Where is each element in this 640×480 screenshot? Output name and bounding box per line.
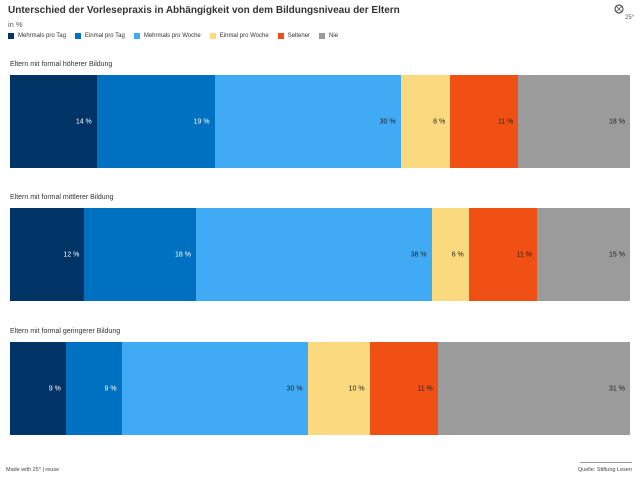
- legend-swatch: [277, 33, 284, 39]
- bar-segment[interactable]: 9 %: [65, 342, 122, 435]
- legend-swatch: [209, 33, 216, 39]
- data-label: 11 %: [497, 118, 514, 125]
- legend-label: Einmal pro Tag: [84, 33, 125, 39]
- bar-segment[interactable]: 19 %: [96, 75, 215, 168]
- legend-label: Mehrmals pro Tag: [18, 33, 66, 39]
- data-label: 15 %: [608, 251, 625, 258]
- data-label: 10 %: [348, 385, 365, 392]
- bar-segment[interactable]: 11 %: [468, 208, 537, 301]
- brand-logo-text: 25°: [625, 15, 635, 21]
- group-label: Eltern mit formal geringerer Bildung: [10, 328, 121, 335]
- footer-credit[interactable]: Made with 25° | reuse: [6, 467, 60, 473]
- group-label: Eltern mit formal mittlerer Bildung: [10, 194, 114, 201]
- bar-segment[interactable]: 14 %: [10, 75, 97, 168]
- footer-source: Quelle: Stiftung Lesen: [577, 467, 632, 473]
- legend-item[interactable]: Einmal pro Tag: [74, 33, 125, 39]
- bar-segment[interactable]: 18 %: [84, 208, 196, 301]
- bar-segment[interactable]: 31 %: [437, 342, 630, 435]
- legend-item[interactable]: Mehrmals pro Tag: [8, 33, 66, 39]
- bar-segment[interactable]: 11 %: [369, 342, 438, 435]
- bar-segment[interactable]: 38 %: [195, 208, 432, 301]
- legend-item[interactable]: Einmal pro Woche: [209, 33, 269, 39]
- legend-swatch: [319, 33, 326, 39]
- bar-segment[interactable]: 30 %: [214, 75, 401, 168]
- data-label: 9 %: [104, 385, 117, 392]
- data-label: 9 %: [48, 385, 61, 392]
- stacked-bar: 12 % 18 % 38 % 6 % 11 % 15 %: [10, 208, 630, 301]
- group-label: Eltern mit formal höherer Bildung: [10, 61, 113, 68]
- bar-segment[interactable]: 8 %: [400, 75, 451, 168]
- bar-segment[interactable]: 9 %: [10, 342, 66, 435]
- data-label: 6 %: [451, 251, 464, 258]
- bar-segment[interactable]: 15 %: [536, 208, 630, 301]
- data-label: 19 %: [193, 118, 210, 125]
- legend-item[interactable]: Nie: [319, 33, 338, 39]
- data-label: 18 %: [609, 118, 625, 125]
- data-label: 30 %: [286, 385, 303, 392]
- data-label: 38 %: [410, 251, 427, 258]
- legend-label: Seltener: [287, 33, 311, 39]
- bar-segment[interactable]: 30 %: [121, 342, 308, 435]
- legend-item[interactable]: Seltener: [277, 33, 311, 39]
- data-label: 14 %: [75, 118, 92, 125]
- bar-segment[interactable]: 18 %: [518, 75, 630, 168]
- data-label: 31 %: [609, 385, 625, 392]
- legend-label: Einmal pro Woche: [219, 33, 269, 39]
- stacked-bar: 14 % 19 % 30 % 8 % 11 % 18 %: [10, 75, 630, 168]
- data-label: 11 %: [516, 251, 532, 258]
- brand-logo-icon: 25°: [614, 4, 635, 21]
- footer-divider: [580, 462, 632, 463]
- chart-title: Unterschied der Vorlesepraxis in Abhängi…: [8, 5, 400, 16]
- bar-segment[interactable]: 6 %: [431, 208, 469, 301]
- legend-swatch: [8, 33, 14, 39]
- chart-subtitle: in %: [8, 20, 23, 29]
- bar-segment[interactable]: 10 %: [307, 342, 370, 435]
- data-label: 18 %: [175, 251, 191, 258]
- legend-swatch: [133, 33, 140, 39]
- data-label: 11 %: [417, 385, 433, 392]
- data-label: 8 %: [433, 118, 446, 125]
- data-label: 12 %: [63, 251, 80, 258]
- legend-item[interactable]: Mehrmals pro Woche: [133, 33, 201, 39]
- chart-legend: Mehrmals pro Tag Einmal pro Tag Mehrmals p…: [8, 33, 338, 39]
- bar-segment[interactable]: 11 %: [450, 75, 519, 168]
- stacked-bar: 9 % 9 % 30 % 10 % 11 % 31 %: [10, 342, 630, 435]
- bar-segment[interactable]: 12 %: [10, 208, 85, 301]
- legend-label: Nie: [329, 33, 339, 39]
- data-label: 30 %: [379, 118, 396, 125]
- legend-label: Mehrmals pro Woche: [143, 33, 201, 39]
- legend-swatch: [74, 33, 81, 39]
